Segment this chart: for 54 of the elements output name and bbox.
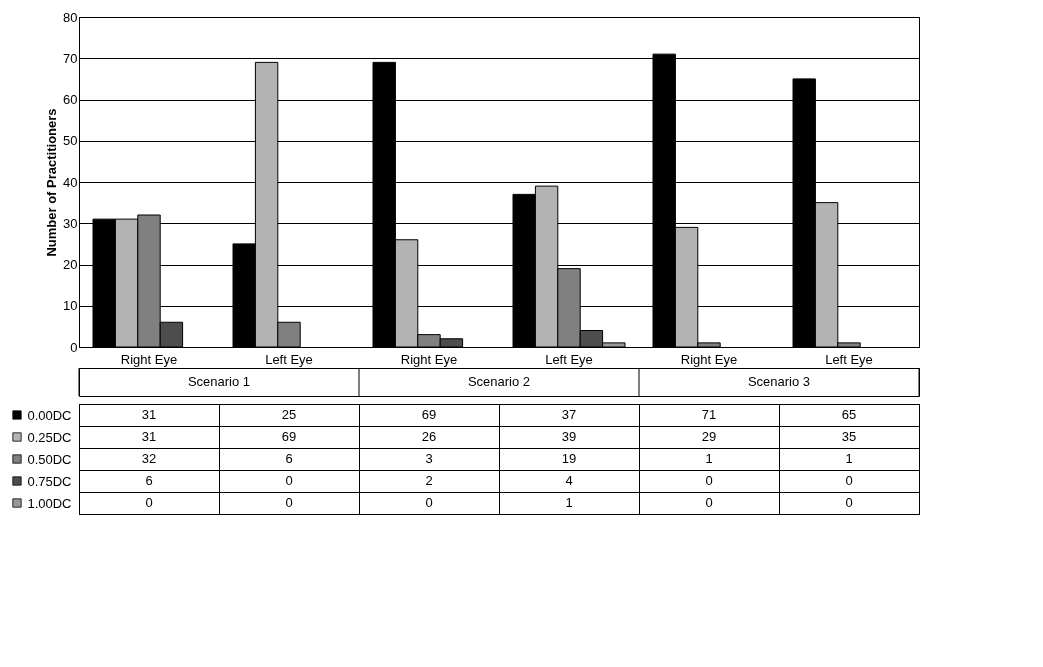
data-label: 32 <box>141 451 157 466</box>
data-label: 4 <box>565 473 573 488</box>
data-label: 65 <box>841 407 857 422</box>
legend-label: 0.50DC <box>27 451 72 467</box>
data-label: 0 <box>285 473 293 488</box>
data-label: 0 <box>145 495 153 510</box>
text: Scenario 1 <box>187 374 251 389</box>
x-tick-label: Right Eye <box>400 351 458 367</box>
y-tick-label: 30 <box>63 215 78 231</box>
data-label: 6 <box>145 473 153 488</box>
text: Scenario 2 <box>467 374 531 389</box>
y-tick-label: 60 <box>63 92 78 107</box>
data-label: 0 <box>705 473 713 488</box>
legend-label: 0.00DC <box>27 407 72 423</box>
data-label: 26 <box>421 429 437 444</box>
data-label: 37 <box>561 407 577 422</box>
data-label: 1 <box>705 451 713 466</box>
data-label: 31 <box>141 407 157 422</box>
y-tick-label: 40 <box>63 174 78 190</box>
data-label: 0 <box>705 495 713 510</box>
data-label: 3 <box>425 451 433 466</box>
y-tick-label: 70 <box>63 50 78 66</box>
data-label: 19 <box>561 451 577 466</box>
data-label: 0 <box>845 473 853 488</box>
data-label: 25 <box>281 407 297 422</box>
y-tick-label: 20 <box>63 257 78 272</box>
text: Scenario 3 <box>747 374 811 389</box>
x-tick-label: Left Eye <box>545 351 593 367</box>
data-label: 69 <box>281 429 297 444</box>
y-tick-label: 10 <box>63 298 78 314</box>
data-label: 6 <box>285 451 293 466</box>
y-tick-label: 80 <box>63 9 78 25</box>
data-label: 39 <box>561 429 577 444</box>
data-label: 69 <box>421 407 437 422</box>
y-axis-title: Number of Practitioners <box>44 108 60 257</box>
data-label: 0 <box>285 495 293 510</box>
y-tick-label: 0 <box>70 339 78 355</box>
data-label: 2 <box>425 473 433 488</box>
data-label: 1 <box>845 451 853 466</box>
data-label: 31 <box>141 429 157 444</box>
x-tick-label: Right Eye <box>680 351 738 367</box>
legend-label: 0.25DC <box>27 429 72 445</box>
legend-label: 1.00DC <box>27 495 72 511</box>
legend-label: 0.75DC <box>27 473 72 489</box>
x-tick-label: Left Eye <box>265 351 313 367</box>
data-label: 71 <box>701 407 717 422</box>
x-tick-label: Left Eye <box>825 351 873 367</box>
data-label: 0 <box>845 495 853 510</box>
x-tick-label: Right Eye <box>120 351 178 367</box>
data-label: 29 <box>701 429 717 444</box>
data-label: 0 <box>425 495 433 510</box>
y-tick-label: 50 <box>63 133 78 149</box>
data-label: 35 <box>841 429 857 444</box>
data-label: 1 <box>565 495 573 510</box>
